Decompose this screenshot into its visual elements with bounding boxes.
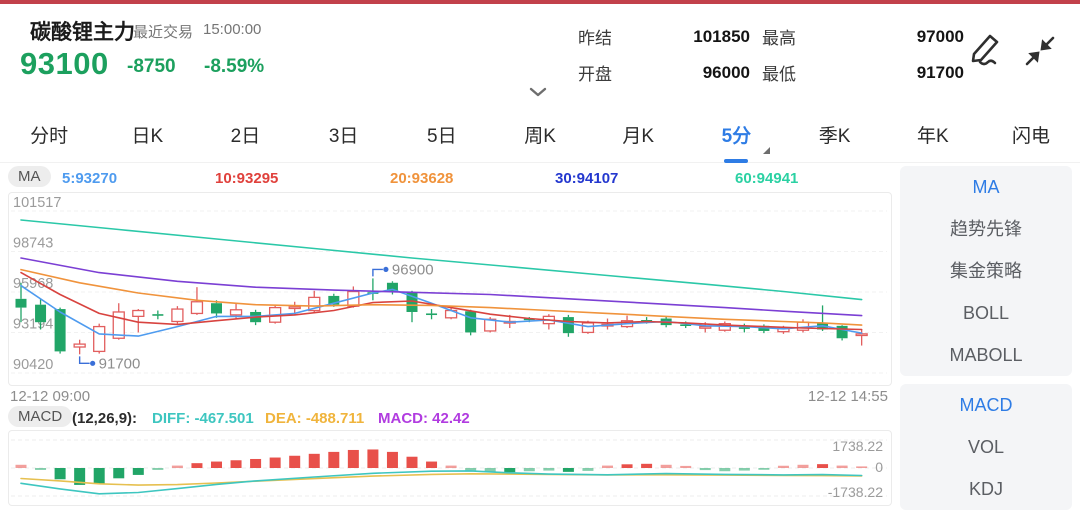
period-tab-label: 月K — [622, 126, 655, 147]
stat-label-high: 最高 — [762, 29, 796, 48]
ma-indicator-row: MA 5:93270 10:93295 20:93628 30:94107 60:949… — [0, 166, 892, 192]
period-tab-label: 季K — [818, 126, 851, 147]
macd-params: (12,26,9): — [72, 410, 138, 427]
period-tab-label: 分时 — [30, 126, 69, 147]
period-tab-4[interactable]: 3日 — [295, 119, 393, 155]
indicator-item-BOLL[interactable]: BOLL — [962, 303, 1010, 323]
svg-text:95968: 95968 — [13, 276, 53, 292]
indicator-item-趋势先锋[interactable]: 趋势先锋 — [950, 219, 1022, 239]
period-tab-2[interactable]: 日K — [98, 119, 196, 155]
period-tab-8[interactable]: 5分 — [687, 119, 785, 163]
period-tab-5[interactable]: 5日 — [393, 119, 491, 155]
indicator-item-KDJ[interactable]: KDJ — [968, 479, 1003, 499]
last-price: 93100 — [20, 46, 109, 81]
stat-value-prev-settle: 101850 — [693, 26, 750, 46]
period-tab-9[interactable]: 季K — [786, 119, 884, 155]
macd-value-3: MACD: 42.42 — [378, 410, 470, 427]
macd-badge[interactable]: MACD — [8, 406, 73, 427]
top-accent-bar — [0, 0, 1080, 4]
period-tab-label: 闪电 — [1011, 126, 1050, 147]
period-tab-6[interactable]: 周K — [491, 119, 589, 155]
x-axis-end-time: 12-12 14:55 — [807, 388, 888, 405]
svg-text:1738.22: 1738.22 — [832, 438, 883, 454]
stat-label-low: 最低 — [762, 65, 796, 84]
macd-value-1: DIFF: -467.501 — [152, 410, 254, 427]
stat-label-open: 开盘 — [578, 65, 612, 84]
ma-value-3: 20:93628 — [390, 170, 454, 187]
price-change: -8750 — [127, 56, 176, 77]
price-change-percent: -8.59% — [204, 56, 265, 77]
period-tab-label: 日K — [131, 126, 164, 147]
ma-value-2: 10:93295 — [215, 170, 279, 187]
draw-tool-icon[interactable] — [966, 30, 1008, 68]
collapse-icon[interactable] — [1022, 34, 1058, 68]
sub-indicator-menu: MACD VOL KDJ — [900, 384, 1072, 510]
period-tab-label: 5分 — [721, 126, 752, 147]
svg-text:96900: 96900 — [392, 261, 434, 278]
period-tab-label: 2日 — [230, 126, 261, 147]
indicator-item-VOL[interactable]: VOL — [967, 437, 1005, 457]
period-tab-label: 年K — [916, 126, 949, 147]
indicator-item-集金策略[interactable]: 集金策略 — [950, 261, 1022, 281]
svg-text:93194: 93194 — [13, 317, 53, 333]
active-tab-underline — [724, 159, 749, 163]
ma-value-1: 5:93270 — [62, 170, 118, 187]
ma-value-5: 60:94941 — [735, 170, 799, 187]
period-tab-10[interactable]: 年K — [884, 119, 982, 155]
period-tab-11[interactable]: 闪电 — [982, 119, 1080, 155]
svg-text:0: 0 — [875, 459, 883, 475]
overlay-indicator-menu: MA 趋势先锋集金策略 BOLL MABOLL — [900, 166, 1072, 376]
period-tab-label: 3日 — [328, 126, 359, 147]
indicator-item-MACD[interactable]: MACD — [959, 395, 1013, 415]
quote-stats: 昨结 101850 最高 97000 开盘 96000 最低 91700 — [578, 24, 964, 85]
ma-badge[interactable]: MA — [8, 166, 51, 187]
ma-value-4: 30:94107 — [555, 170, 619, 187]
last-trade-time: 15:00:00 — [203, 21, 262, 38]
symbol-name: 碳酸锂主力 — [30, 21, 135, 44]
dropdown-triangle-icon — [763, 147, 771, 154]
svg-text:91700: 91700 — [99, 355, 141, 372]
macd-value-2: DEA: -488.711 — [265, 410, 365, 427]
stat-value-high: 97000 — [916, 26, 964, 46]
period-tab-label: 5日 — [427, 126, 457, 147]
period-tab-3[interactable]: 2日 — [196, 119, 294, 155]
period-tab-7[interactable]: 月K — [589, 119, 687, 155]
period-tabs: 分时 日K 2日 3日 5日 周K 月K 5分 季K 年K 闪电 — [0, 112, 1080, 163]
x-axis-start-time: 12-12 09:00 — [10, 388, 91, 405]
stat-value-open: 96000 — [702, 62, 750, 82]
last-trade-label: 最近交易 — [133, 24, 194, 41]
stat-value-low: 91700 — [916, 62, 964, 82]
period-tab-label: 周K — [524, 126, 556, 147]
period-tab-1[interactable]: 分时 — [0, 119, 98, 155]
macd-indicator-row: MACD (12,26,9): DIFF: -467.501 DEA: -488.… — [0, 406, 892, 432]
indicator-item-MA[interactable]: MA — [972, 177, 1000, 197]
indicator-item-MABOLL[interactable]: MABOLL — [949, 345, 1023, 365]
svg-text:101517: 101517 — [13, 195, 61, 211]
chevron-down-icon[interactable] — [527, 86, 549, 98]
svg-text:98743: 98743 — [13, 235, 53, 251]
stat-label-prev-settle: 昨结 — [578, 29, 612, 48]
svg-text:-1738.22: -1738.22 — [828, 484, 883, 500]
svg-text:90420: 90420 — [13, 357, 53, 373]
candlestick-chart[interactable]: 101517 98743 95968 93194 90420 91700 96900 — [8, 192, 892, 386]
macd-chart[interactable]: 1738.22 0 -1738.22 — [8, 430, 892, 506]
